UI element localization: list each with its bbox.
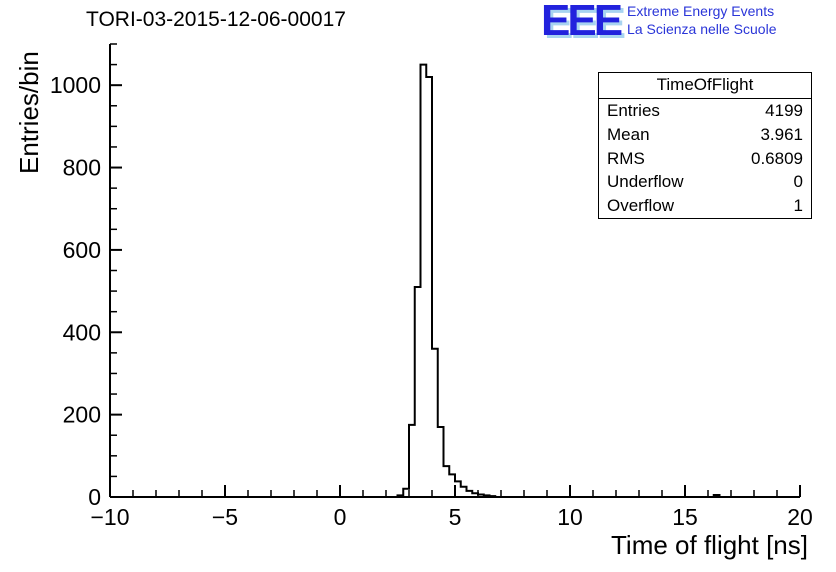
x-minor-ticks xyxy=(132,490,778,497)
stats-row-value: 0 xyxy=(793,172,803,192)
histogram-line xyxy=(396,63,721,498)
plot-title: TORI-03-2015-12-06-00017 xyxy=(86,8,346,31)
y-tick-label: 1000 xyxy=(50,72,101,98)
eee-tagline-1: Extreme Energy Events xyxy=(627,3,775,20)
eee-tagline-2: La Scienza nelle Scuole xyxy=(627,20,777,37)
stats-row-label: Overflow xyxy=(607,196,675,215)
stats-box-rows: Entries 4199 Mean 3.961 RMS 0.6809 Underflow 0 O… xyxy=(599,99,811,218)
x-tick-label: 10 xyxy=(557,504,583,530)
y-major-ticks: 0 200 400 600 800 1000 xyxy=(50,72,122,510)
x-tick-label: 20 xyxy=(787,504,813,530)
y-tick-label: 0 xyxy=(88,484,101,510)
stats-box-title: TimeOfFlight xyxy=(599,73,811,99)
stats-row-label: Entries xyxy=(607,101,660,120)
stats-row: Mean 3.961 xyxy=(599,123,811,147)
x-tick-label: 15 xyxy=(672,504,698,530)
y-tick-label: 200 xyxy=(63,402,101,428)
stats-row-label: Underflow xyxy=(607,172,684,192)
stats-row-value: 1 xyxy=(793,196,803,215)
stats-row: Underflow 0 xyxy=(599,170,811,194)
stats-row: Entries 4199 xyxy=(599,99,811,123)
y-tick-label: 400 xyxy=(63,319,101,345)
stats-row: Overflow 1 xyxy=(599,194,811,218)
stats-row-value: 3.961 xyxy=(760,124,803,144)
x-tick-label: 0 xyxy=(334,504,347,530)
y-tick-label: 600 xyxy=(63,237,101,263)
stats-row-label: Mean xyxy=(607,124,650,144)
eee-logo-text: EEE xyxy=(541,0,623,45)
stats-row-label: RMS xyxy=(607,148,645,168)
stats-row-value: 4199 xyxy=(765,101,803,120)
y-minor-ticks xyxy=(110,43,117,478)
eee-logo-taglines: Extreme Energy Events La Scienza nelle S… xyxy=(627,3,776,38)
stats-box: TimeOfFlight Entries 4199 Mean 3.961 RMS 0.68… xyxy=(598,72,812,219)
x-major-ticks: −10 −5 0 5 10 15 20 xyxy=(90,485,813,530)
x-tick-label: −10 xyxy=(90,504,129,530)
x-axis-title: Time of flight [ns] xyxy=(611,530,808,560)
stats-row: RMS 0.6809 xyxy=(599,147,811,171)
y-axis-title: Entries/bin xyxy=(14,51,44,174)
x-tick-label: −5 xyxy=(212,504,238,530)
y-tick-label: 800 xyxy=(63,155,101,181)
eee-logo: EEE Extreme Energy Events La Scienza nel… xyxy=(541,0,776,45)
x-tick-label: 5 xyxy=(449,504,462,530)
stats-row-value: 0.6809 xyxy=(751,148,803,168)
